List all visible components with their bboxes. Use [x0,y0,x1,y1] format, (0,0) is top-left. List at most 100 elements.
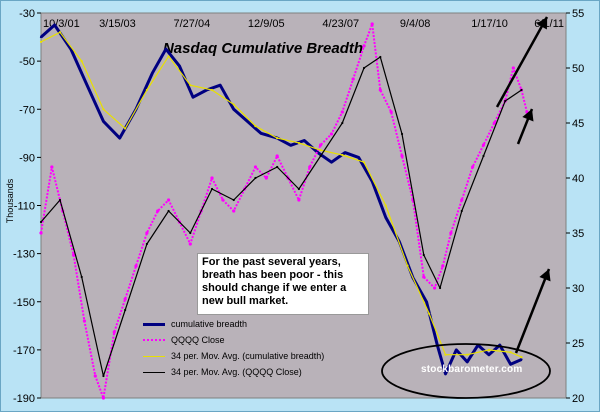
y-left-tick-label: -130 [13,249,35,261]
arrow-middle-head [522,109,534,122]
data-point [191,96,195,99]
data-point [102,108,105,111]
highlight-ellipse [381,343,551,399]
data-point [406,264,409,267]
data-point [232,108,235,111]
data-point [232,198,235,202]
data-point [341,121,344,125]
legend-item-qqqq-ma: 34 per. Mov. Avg. (QQQQ Close) [143,365,302,379]
y-left-tick-label: -190 [13,393,35,405]
legend-item-qqqq: QQQQ Close [143,333,225,347]
data-point [471,165,475,169]
data-point [379,55,382,59]
y-left-tick-label: -110 [14,201,35,213]
data-point [433,286,437,290]
annotation-note: For the past several years, breath has b… [197,253,369,315]
data-point [297,198,301,202]
legend-swatch [143,371,165,373]
data-point [466,353,469,356]
data-point [460,198,464,202]
y-left-tick-label: -70 [19,104,35,116]
series-line-3 [40,56,522,377]
data-point [303,139,306,142]
arrow-top [495,16,549,108]
data-point [449,231,453,235]
data-point [39,35,43,39]
data-point [428,312,431,315]
data-point [297,141,300,145]
data-point [276,137,279,140]
x-tick-label: 3/15/03 [99,18,136,30]
data-point [189,84,192,87]
data-point [124,308,127,312]
data-point [329,132,334,136]
data-point [341,153,344,157]
data-point [246,120,249,123]
data-point [357,156,360,159]
data-point [400,154,404,158]
data-point [319,154,322,158]
data-point [275,154,279,158]
chart-legend: cumulative breadth QQQQ Close 34 per. Mo… [139,315,369,381]
data-point [504,99,507,103]
data-point [384,204,387,207]
y-left-tick-label: -50 [19,56,35,68]
data-point [232,103,235,106]
y-axis-label: Thousands [5,178,15,223]
data-point [123,297,127,301]
data-point [254,176,257,180]
y-right-tick-label: 35 [572,228,584,240]
data-point [69,47,72,51]
data-point [520,355,523,359]
legend-swatch [143,322,165,326]
data-point [389,110,393,114]
data-point [487,353,491,356]
data-point [444,372,447,376]
data-point [460,209,463,213]
data-point [219,84,222,87]
data-point [39,40,43,43]
data-point [102,374,105,378]
legend-swatch [143,355,165,357]
data-point [378,88,382,92]
data-point [232,209,236,213]
data-point [253,165,258,169]
data-point [520,88,523,92]
data-point [340,110,344,114]
data-point [509,363,512,366]
data-point [156,209,160,213]
x-tick-label: 10/3/01 [43,18,80,30]
data-point [166,198,171,202]
data-point [134,264,138,268]
legend-item-breadth-ma: 34 per. Mov. Avg. (cumulative breadth) [143,349,324,363]
x-tick-label: 9/4/08 [400,18,431,30]
data-point [58,198,62,202]
legend-label: QQQQ Close [171,335,225,345]
arrow-bottom-head [539,269,551,282]
data-point [509,351,512,354]
legend-item-breadth: cumulative breadth [143,317,247,331]
legend-label: 34 per. Mov. Avg. (QQQQ Close) [171,367,302,377]
data-point [438,286,442,290]
data-point [492,121,496,125]
data-point [145,231,149,235]
legend-swatch [143,339,165,341]
data-point [362,44,366,48]
x-tick-label: 1/17/10 [471,18,508,30]
data-point [511,66,515,70]
data-point [210,187,214,191]
chart-title: Nasdaq Cumulative Breadth [163,40,363,57]
y-left-tick-label: -170 [13,345,35,357]
data-point [487,348,491,351]
data-point [164,47,167,51]
arrow-bottom [514,268,551,354]
data-point [422,275,426,279]
data-point [71,253,76,257]
y-right-tick-label: 40 [572,173,584,185]
data-point [178,64,181,68]
data-point [482,154,485,158]
y-right-tick-label: 55 [572,8,584,20]
data-point [145,88,148,92]
data-point [112,330,116,334]
